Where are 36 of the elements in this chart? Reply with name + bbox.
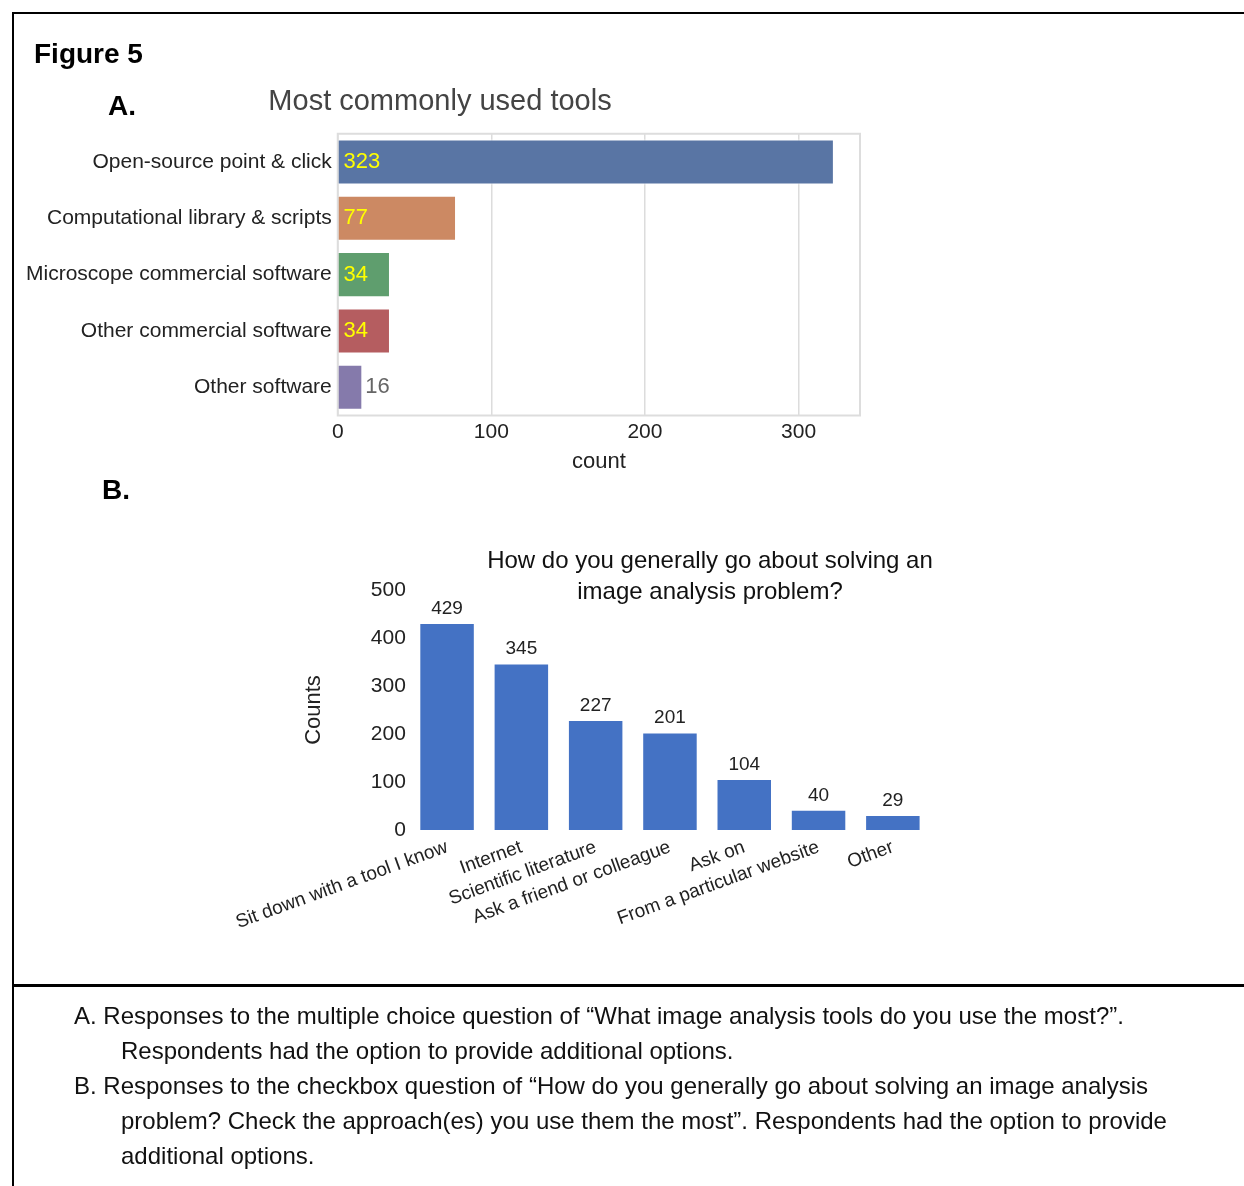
- y-tick-label: Other commercial software: [80, 317, 332, 341]
- y-tick-label: 200: [370, 720, 406, 744]
- text: A.: [108, 90, 136, 122]
- y-tick-label: Other software: [194, 374, 332, 398]
- data-label: 16: [365, 373, 390, 399]
- data-label: 40: [807, 783, 830, 805]
- x-tick-label: 300: [781, 418, 817, 442]
- data-label: 323: [343, 148, 381, 174]
- y-tick-label: Open-source point & click: [92, 148, 333, 172]
- text: A. Responses to the multiple choice question of “What image analysis tools do you use the most?”. Respondents had the option to provide additional options.: [74, 1001, 1125, 1066]
- y-tick-label: 300: [370, 672, 406, 696]
- y-tick-label: 500: [370, 576, 406, 600]
- x-axis-title: count: [571, 447, 626, 473]
- data-label: 34: [343, 316, 368, 342]
- y-tick-label: 0: [394, 816, 406, 840]
- data-label: 77: [343, 204, 368, 230]
- data-label: 201: [654, 706, 686, 728]
- y-tick-label: Microscope commercial software: [25, 261, 332, 285]
- data-label: 34: [343, 260, 368, 286]
- text: B.: [102, 474, 130, 506]
- data-label: 345: [505, 637, 538, 659]
- x-tick-label: Other: [844, 835, 897, 872]
- y-tick-label: Computational library & scripts: [46, 205, 332, 229]
- chart-title: Most commonly used tools: [268, 84, 612, 117]
- data-label: 227: [579, 693, 612, 715]
- data-label: 104: [728, 752, 761, 774]
- x-tick-label: 200: [627, 418, 663, 442]
- x-tick-label: 100: [473, 418, 509, 442]
- caption: Figure 5: [34, 38, 143, 70]
- data-label: 29: [882, 788, 904, 810]
- data-label: 429: [431, 596, 463, 618]
- y-tick-label: 100: [370, 768, 406, 792]
- y-tick-label: 400: [370, 624, 406, 648]
- chart-title: How do you generally go about solving an image analysis problem?: [486, 545, 934, 606]
- y-axis-title: Counts: [299, 675, 325, 745]
- text: B. Responses to the checkbox question of “How do you generally go about solving an image analysis problem? Check the approach(es) you use them the most”. Respondents had the option to provide additional options.: [74, 1071, 1168, 1171]
